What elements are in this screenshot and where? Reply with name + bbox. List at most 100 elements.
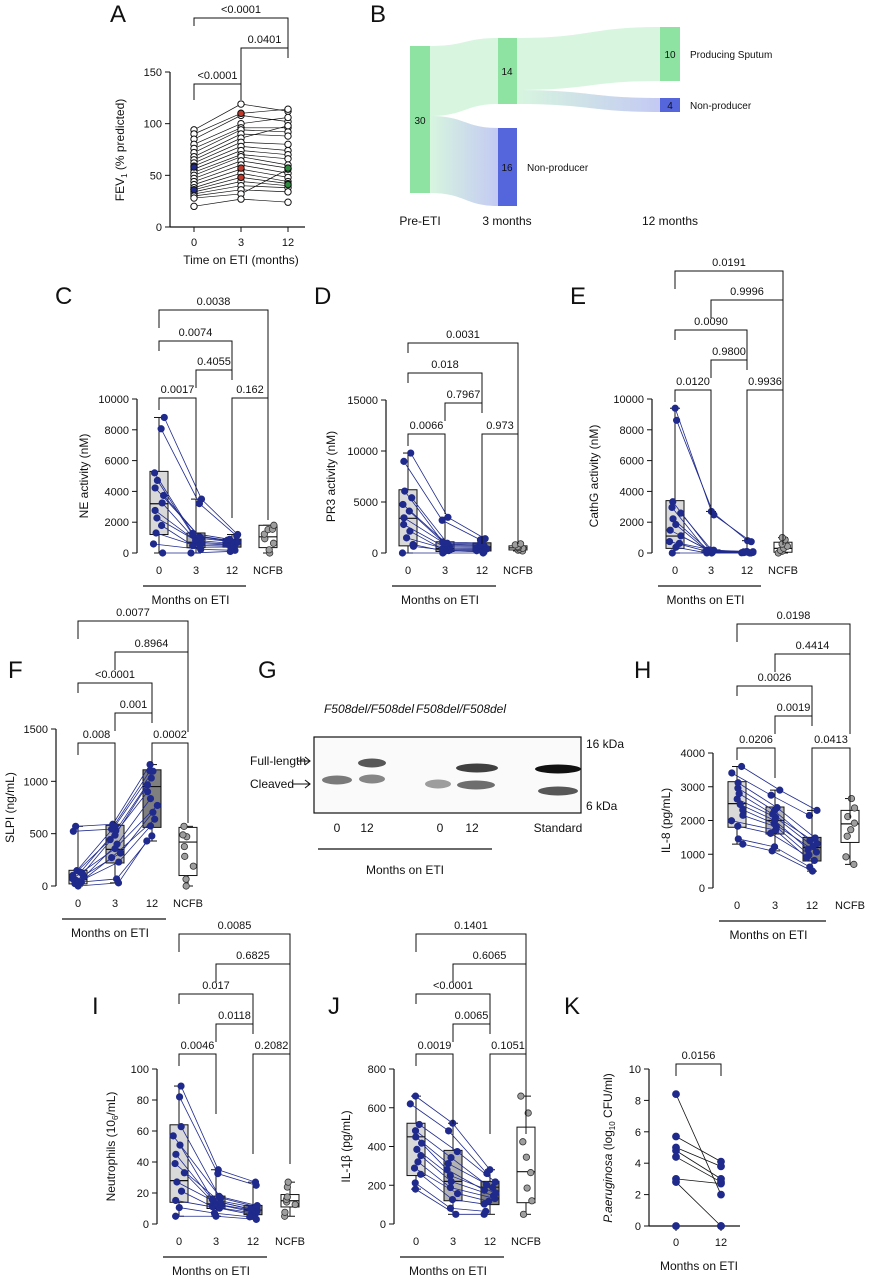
data-point	[113, 875, 121, 883]
comparison-bracket	[215, 1023, 254, 1042]
panel-d: 0 5000 10000 15000 0 3 12 NCFB Months on ETI PR3 …	[324, 329, 533, 607]
data-point	[208, 1195, 217, 1203]
p-value: 0.0156	[682, 1050, 716, 1062]
y-tick-label: 6	[635, 1127, 641, 1139]
p-value: <0.0001	[95, 669, 135, 681]
data-point	[448, 1195, 457, 1204]
data-point	[153, 514, 161, 522]
arrow-icon	[298, 756, 311, 766]
x-tick-label: 0	[673, 1237, 679, 1249]
data-point	[847, 826, 855, 834]
series-line	[675, 1181, 722, 1227]
p-value: 0.9936	[748, 376, 782, 388]
y-tick-label: 4	[635, 1158, 641, 1170]
data-point	[734, 835, 742, 843]
data-point	[482, 1207, 490, 1215]
y-axis-label-part: SLPI (ng/mL)	[3, 772, 17, 843]
x-tick-label: 12	[741, 565, 753, 577]
data-point	[179, 831, 187, 839]
data-point	[151, 815, 159, 823]
y-tick-label: 2	[635, 1190, 641, 1202]
panel-letter: E	[570, 283, 586, 310]
panel-b: 30 14 16 Non-producer 10 Producing Sputum 4 Non…	[399, 27, 772, 228]
data-point	[452, 1210, 460, 1218]
lane-label: 0	[437, 821, 444, 835]
x-tick-label: NCFB	[275, 1236, 305, 1248]
comparison-bracket	[774, 715, 813, 734]
highlight-point	[284, 180, 292, 189]
x-axis-label: Time on ETI (months)	[183, 253, 299, 267]
data-point	[149, 808, 157, 816]
y-tick-label: 2000	[681, 816, 705, 828]
x-tick-label: 3	[193, 565, 199, 577]
sankey-node	[660, 98, 680, 112]
y-axis-label-sub: 10	[608, 1121, 617, 1130]
highlight-point	[237, 164, 245, 172]
lane-label: 0	[334, 821, 341, 835]
p-value: 0.0074	[179, 327, 213, 339]
comparison-bracket	[674, 329, 748, 360]
data-point	[400, 514, 408, 522]
comparison-bracket	[178, 993, 254, 1024]
panel-letter: A	[110, 1, 126, 28]
y-tick-label: 6000	[620, 456, 644, 468]
data-point	[160, 413, 168, 422]
p-value: 0.0026	[758, 672, 792, 684]
series-line	[675, 1147, 722, 1167]
panel-e: 0 2000 4000 6000 8000 10000 0 3 12 NCFB Months on …	[587, 257, 798, 607]
data-point	[406, 527, 414, 535]
sankey-node	[498, 38, 517, 104]
p-value: 0.001	[120, 699, 148, 711]
x-tick-label: 3	[772, 900, 778, 912]
data-point	[159, 549, 167, 557]
data-point	[148, 832, 156, 840]
comparison-bracket	[114, 712, 153, 731]
data-point	[677, 532, 685, 540]
comparison-bracket	[178, 933, 291, 1144]
data-point	[446, 1171, 454, 1180]
y-axis-label-part: IL-1β (pg/mL)	[339, 1110, 353, 1182]
y-tick-label: 80	[137, 1095, 149, 1107]
x-tick-label: NCFB	[835, 900, 865, 912]
data-point	[517, 1092, 525, 1100]
y-axis-label-part: IL-8 (pg/mL)	[659, 788, 673, 853]
x-tick-label: NCFB	[173, 898, 203, 910]
p-value: 0.0198	[777, 610, 811, 622]
y-axis-label-part: NE activity (nM)	[77, 434, 91, 519]
data-point	[109, 820, 117, 828]
data-point	[181, 852, 189, 860]
y-tick-label: 8	[635, 1095, 641, 1107]
data-point	[151, 484, 159, 492]
y-tick-label: 0	[372, 548, 378, 560]
data-point	[717, 1190, 725, 1199]
x-axis-label: Months on ETI	[172, 1264, 250, 1278]
data-point	[171, 1159, 179, 1168]
comparison-bracket	[746, 389, 784, 540]
comparison-bracket	[195, 369, 233, 388]
y-axis-label: Neutrophils (106/mL)	[104, 1092, 120, 1202]
data-point	[152, 529, 160, 537]
data-point	[237, 195, 245, 203]
x-axis-label: Months on ETI	[151, 593, 229, 607]
data-point	[739, 840, 747, 848]
x-axis-label: Months on ETI	[71, 926, 149, 940]
panel-letter: I	[92, 993, 99, 1020]
data-point	[270, 521, 278, 529]
data-point	[523, 1184, 531, 1192]
data-point	[445, 1127, 453, 1135]
column-label: Pre-ETI	[399, 214, 440, 228]
data-point	[766, 829, 775, 837]
data-point	[706, 546, 714, 554]
data-point	[672, 1146, 680, 1155]
node-label: Producing Sputum	[690, 50, 772, 61]
y-tick-label: 1500	[24, 724, 48, 736]
data-point	[672, 1178, 680, 1186]
p-value: 0.0118	[218, 1010, 251, 1022]
comparison-bracket	[736, 685, 813, 716]
panel-c: 0 2000 4000 6000 8000 10000 0 3 12 NCFB Months on …	[77, 296, 283, 607]
data-point	[173, 1178, 181, 1186]
p-value: 0.0002	[153, 729, 187, 741]
comparison-bracket	[77, 682, 153, 713]
comparison-bracket	[489, 1053, 527, 1134]
